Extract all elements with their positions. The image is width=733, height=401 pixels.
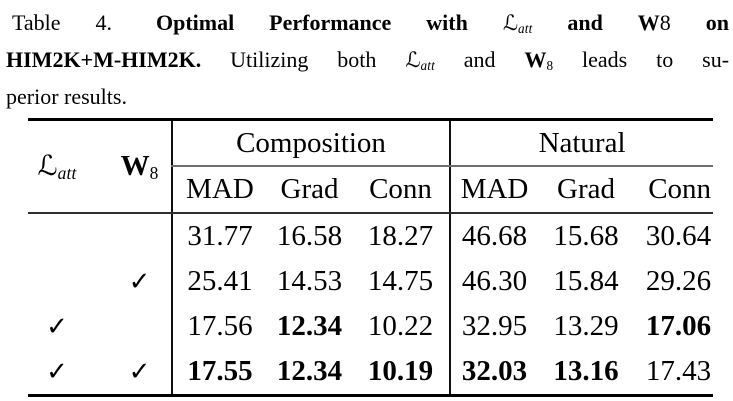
table-cell: 12.34 <box>276 355 343 387</box>
header-metric-grad-composition: Grad <box>267 166 352 214</box>
script-L-symbol: ℒ <box>502 10 519 35</box>
table-cell: 16.58 <box>276 220 343 252</box>
table-cell: 17.56 <box>171 304 267 349</box>
caption-line-2: HIM2K+M-HIM2K. Utilizing both ℒatt and W… <box>6 44 729 81</box>
checkmark-latt: ✓ <box>46 311 68 342</box>
checkmark-latt <box>28 259 86 304</box>
results-table: ℒatt W8 Composition Natural MAD Grad Con… <box>28 118 714 397</box>
table-cell: 32.95 <box>449 304 539 349</box>
caption-line-3: perior results. <box>6 81 729 112</box>
subscript-att: att <box>518 20 533 36</box>
header-group-composition: Composition <box>170 119 451 167</box>
caption-table-label: Table 4. <box>12 10 113 35</box>
table-cell: 46.30 <box>449 259 539 304</box>
caption-text: and <box>463 46 496 72</box>
table-cell: 10.22 <box>367 310 434 342</box>
header-metric-mad-natural: MAD <box>449 166 539 214</box>
script-L-symbol: ℒ <box>405 46 421 72</box>
digit-8: 8 <box>659 10 671 35</box>
table-cell: 12.34 <box>276 310 343 342</box>
caption-line-1: Table 4. Optimal Performance with ℒatt a… <box>6 7 729 44</box>
table-cell: 31.77 <box>171 213 267 259</box>
checkmark-w8 <box>86 213 172 259</box>
table-row: ✓ 25.41 14.53 14.75 46.30 15.84 29.26 <box>28 259 713 304</box>
caption-bold-text: on <box>705 10 730 35</box>
table-cell: 17.06 <box>645 310 712 342</box>
results-table-wrapper: ℒatt W8 Composition Natural MAD Grad Con… <box>28 118 714 397</box>
header-latt: ℒatt <box>28 119 86 214</box>
table-cell: 13.16 <box>553 355 619 387</box>
checkmark-w8 <box>86 304 172 349</box>
header-metric-conn-natural: Conn <box>634 166 714 214</box>
math-w8: W8 <box>524 46 554 73</box>
subscript-8: 8 <box>546 57 554 73</box>
table-row: ✓ ✓ 17.55 12.34 10.19 32.03 13.16 17.43 <box>28 349 713 396</box>
table-cell: 17.43 <box>645 355 712 387</box>
table-cell: 29.26 <box>645 265 712 297</box>
header-group-natural: Natural <box>449 119 714 167</box>
subscript-8: 8 <box>149 162 159 183</box>
header-metric-grad-natural: Grad <box>538 166 635 214</box>
table-cell: 13.29 <box>553 310 619 342</box>
table-row: 31.77 16.58 18.27 46.68 15.68 30.64 <box>28 213 713 259</box>
table-cell: 15.84 <box>553 265 619 297</box>
caption-bold-text: Optimal Performance with <box>155 10 468 35</box>
header-metric-mad-composition: MAD <box>171 166 267 214</box>
table-cell: 14.75 <box>367 265 434 297</box>
checkmark-latt: ✓ <box>46 356 68 387</box>
table-caption: Table 4. Optimal Performance with ℒatt a… <box>6 7 729 112</box>
table-cell: 32.03 <box>449 349 539 396</box>
bold-W-symbol: W <box>637 10 660 35</box>
table-cell: 14.53 <box>276 265 343 297</box>
header-metric-conn-composition: Conn <box>352 166 451 214</box>
checkmark-w8: ✓ <box>128 356 151 387</box>
table-cell: 25.41 <box>171 259 267 304</box>
header-w8: W8 <box>86 119 172 214</box>
table-cell: 17.55 <box>171 349 267 396</box>
caption-bold-text: and <box>567 10 603 35</box>
bold-W-symbol: W <box>120 149 150 182</box>
caption-text: perior results. <box>6 83 127 109</box>
checkmark-latt <box>28 213 86 259</box>
table-cell: 10.19 <box>367 355 434 387</box>
caption-text: Utilizing both <box>230 46 377 72</box>
math-w8: W8 <box>638 10 671 35</box>
table-row: ✓ 17.56 12.34 10.22 32.95 13.29 17.06 <box>28 304 713 349</box>
table-cell: 46.68 <box>449 213 539 259</box>
caption-bold-text: HIM2K+M-HIM2K. <box>6 46 202 72</box>
table-cell: 18.27 <box>367 220 434 252</box>
math-latt: ℒatt <box>405 46 435 73</box>
checkmark-w8: ✓ <box>128 266 151 297</box>
subscript-att: att <box>57 162 77 183</box>
bold-W-symbol: W <box>524 46 547 72</box>
caption-text: leads to su- <box>582 46 730 72</box>
table-cell: 30.64 <box>645 220 712 252</box>
subscript-att: att <box>420 57 435 73</box>
math-latt: ℒatt <box>502 10 533 36</box>
script-L-symbol: ℒ <box>37 149 58 183</box>
table-cell: 15.68 <box>553 220 619 252</box>
